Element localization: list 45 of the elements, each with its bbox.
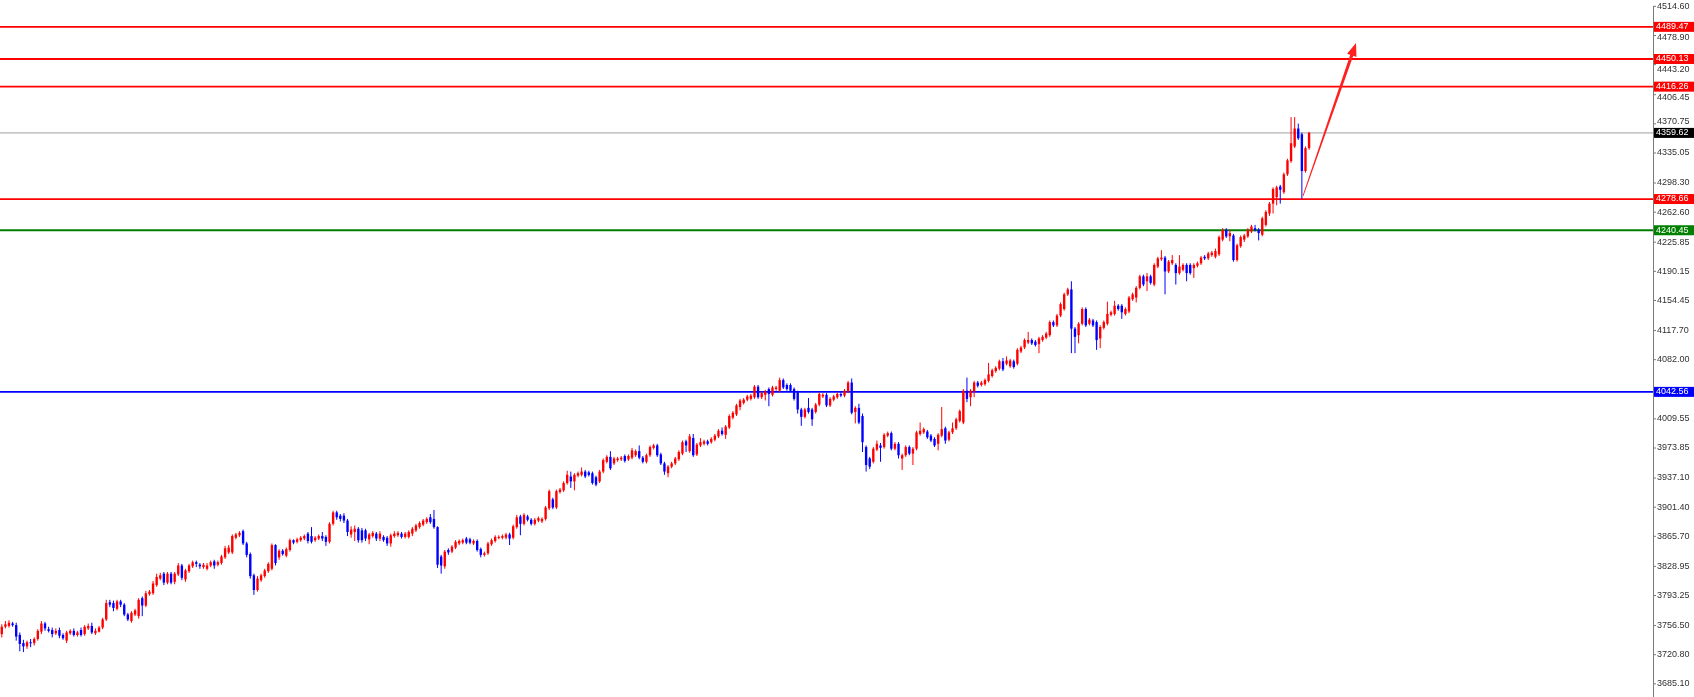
ref-line-label: 4240.45 [1656,224,1689,235]
y-tick-label: 4443.20 [1657,64,1690,75]
y-tick-label: 4082.00 [1657,354,1690,365]
candlestick [609,450,612,471]
y-tick-label: 3973.85 [1657,442,1690,453]
candlestick [274,543,277,566]
candlestick [890,431,893,451]
y-tick-label: 3685.10 [1657,678,1690,689]
y-tick-label: 3756.50 [1657,619,1690,630]
candlestick [688,433,691,454]
y-tick-label: 4154.45 [1657,294,1690,305]
y-tick-label: 4370.75 [1657,116,1690,127]
ref-line-label: 4042.56 [1656,386,1689,397]
candlestick [555,489,558,510]
y-tick-label: 4262.60 [1657,206,1690,217]
y-tick-label: 4335.05 [1657,147,1690,158]
candlestick [1253,224,1257,232]
candlestick [1077,321,1080,344]
y-tick-label: 4406.45 [1657,91,1690,102]
y-tick-label: 4225.85 [1657,236,1690,247]
candlestick [987,362,990,384]
candlestick [519,514,522,536]
ref-line-label: 4359.62 [1656,127,1689,138]
candlestick [137,597,140,620]
candlestick [1095,319,1098,351]
candlestick [879,442,882,463]
y-tick-label: 3793.25 [1657,589,1690,600]
ref-line-label: 4278.66 [1656,193,1689,204]
y-tick-label: 3901.40 [1657,501,1690,512]
candlestick [1178,254,1181,276]
ref-line-label: 4450.13 [1656,53,1689,64]
y-tick-label: 4190.15 [1657,265,1690,276]
y-tick-label: 4298.30 [1657,177,1690,188]
ref-line-label: 4416.26 [1656,81,1689,92]
y-tick-label: 4117.70 [1657,324,1689,335]
y-tick-label: 4009.55 [1657,413,1690,424]
y-tick-label: 4478.90 [1657,32,1690,43]
y-tick-label: 3865.70 [1657,530,1690,541]
y-tick-label: 3720.80 [1657,649,1690,660]
y-tick-label: 3937.10 [1657,472,1690,483]
candlestick [141,596,144,617]
candlestick [1106,301,1109,326]
ref-line-label: 4489.47 [1656,21,1689,32]
y-tick-label: 3828.95 [1657,560,1690,571]
y-tick-label: 4514.60 [1657,0,1690,11]
